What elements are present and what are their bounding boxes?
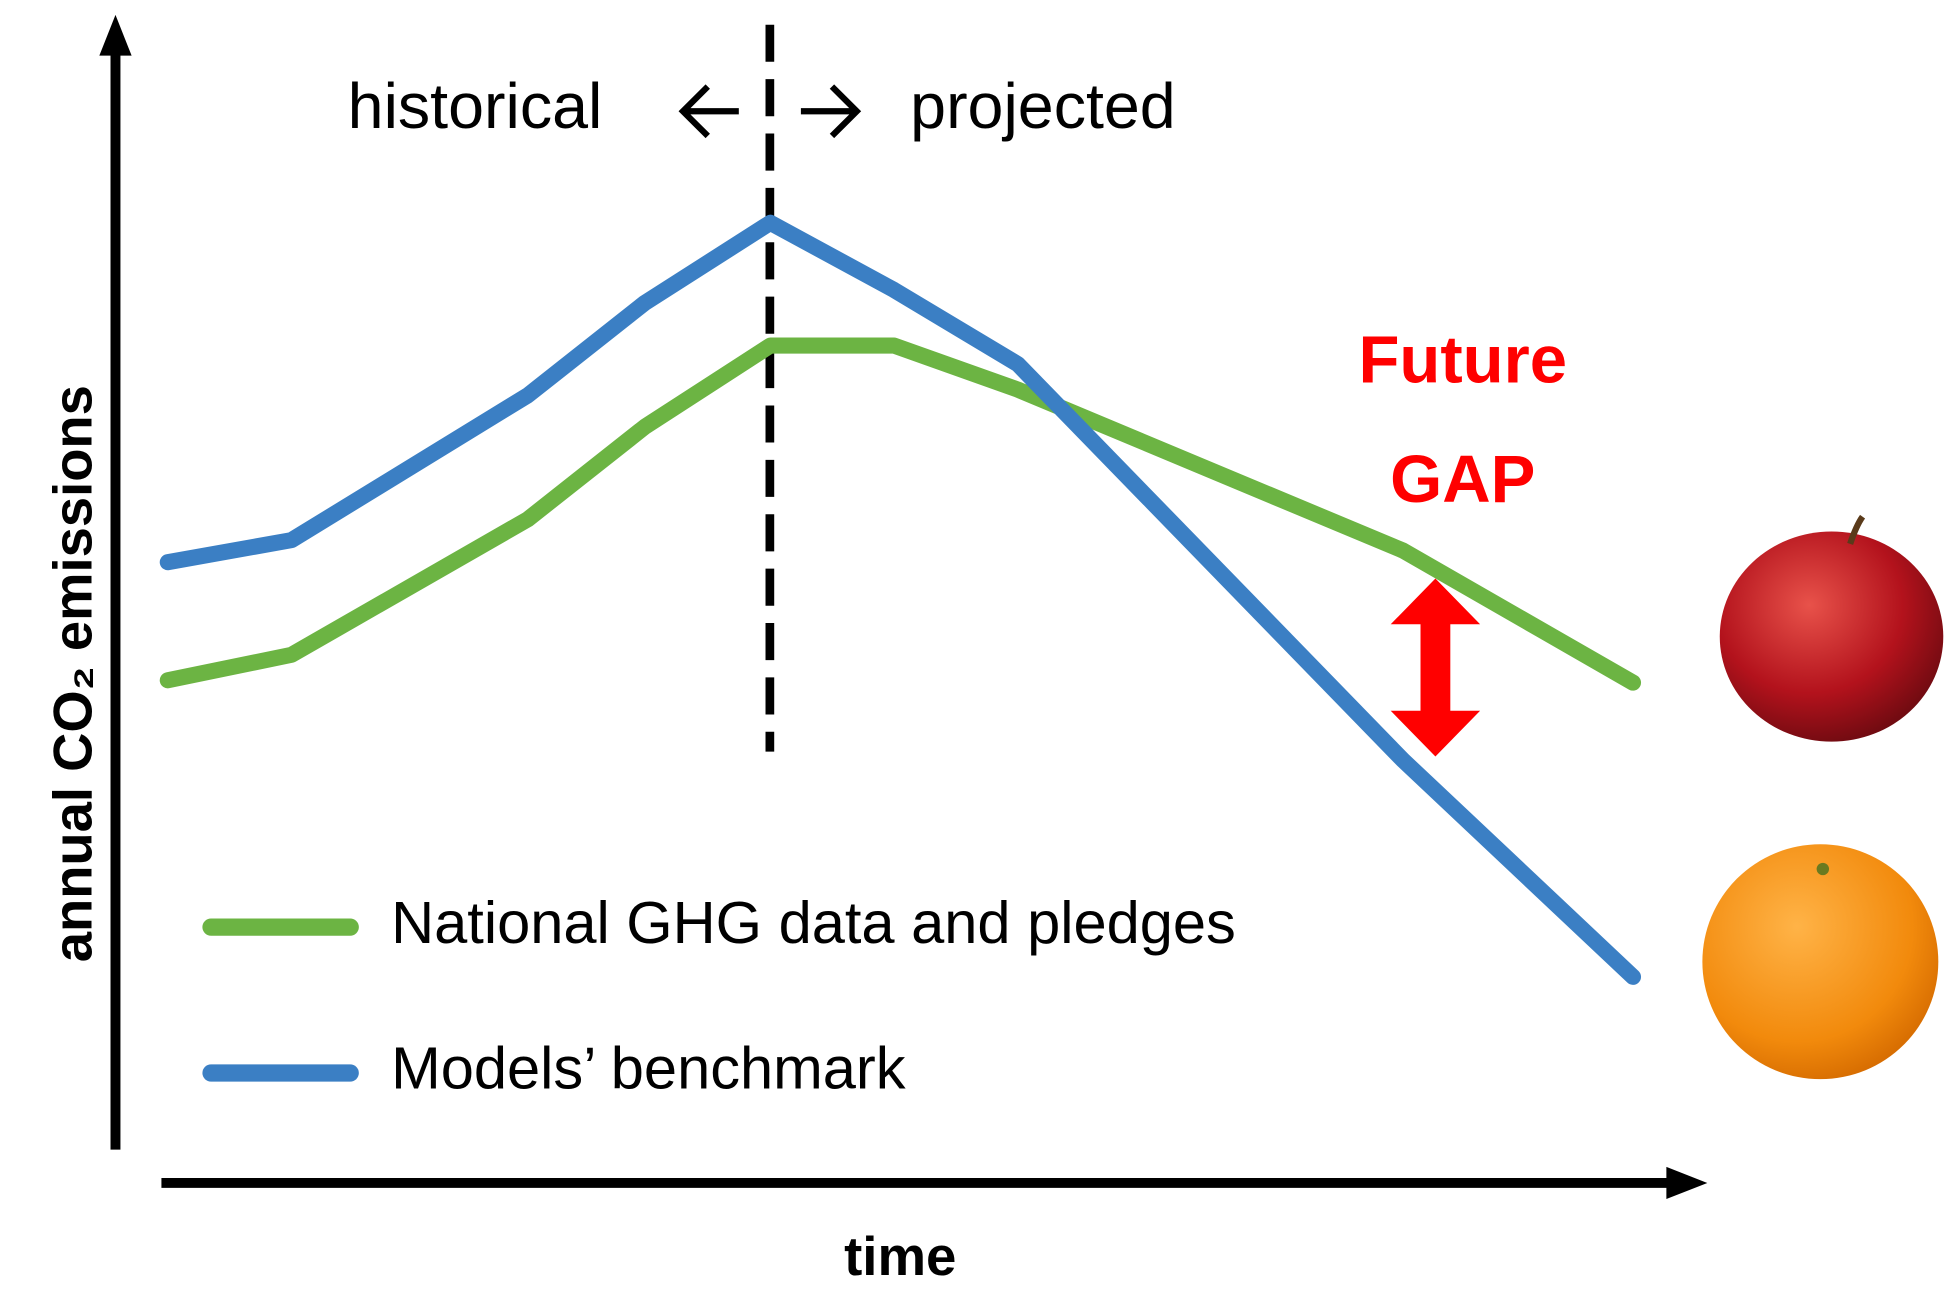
legend-label: National GHG data and pledges bbox=[391, 889, 1236, 956]
arrow-left bbox=[678, 84, 739, 139]
y-axis-arrow bbox=[99, 14, 132, 56]
series-line bbox=[159, 337, 1642, 691]
apple bbox=[1719, 531, 1944, 742]
series-line bbox=[159, 214, 1642, 985]
apple-stem bbox=[1847, 514, 1866, 545]
x-axis-label: time bbox=[844, 1226, 956, 1287]
legend-label: Models’ benchmark bbox=[391, 1035, 906, 1102]
orange bbox=[1702, 844, 1939, 1080]
arrow-right bbox=[800, 84, 862, 139]
annotation: GAP bbox=[1390, 442, 1535, 517]
x-axis-arrow bbox=[1666, 1166, 1708, 1200]
annotation: Future bbox=[1358, 322, 1567, 397]
annotation: projected bbox=[910, 70, 1176, 142]
gap-arrow bbox=[1390, 578, 1481, 757]
y-axis-label: annual CO₂ emissions bbox=[42, 385, 103, 962]
annotation: historical bbox=[348, 70, 603, 142]
orange-stem bbox=[1816, 862, 1830, 876]
